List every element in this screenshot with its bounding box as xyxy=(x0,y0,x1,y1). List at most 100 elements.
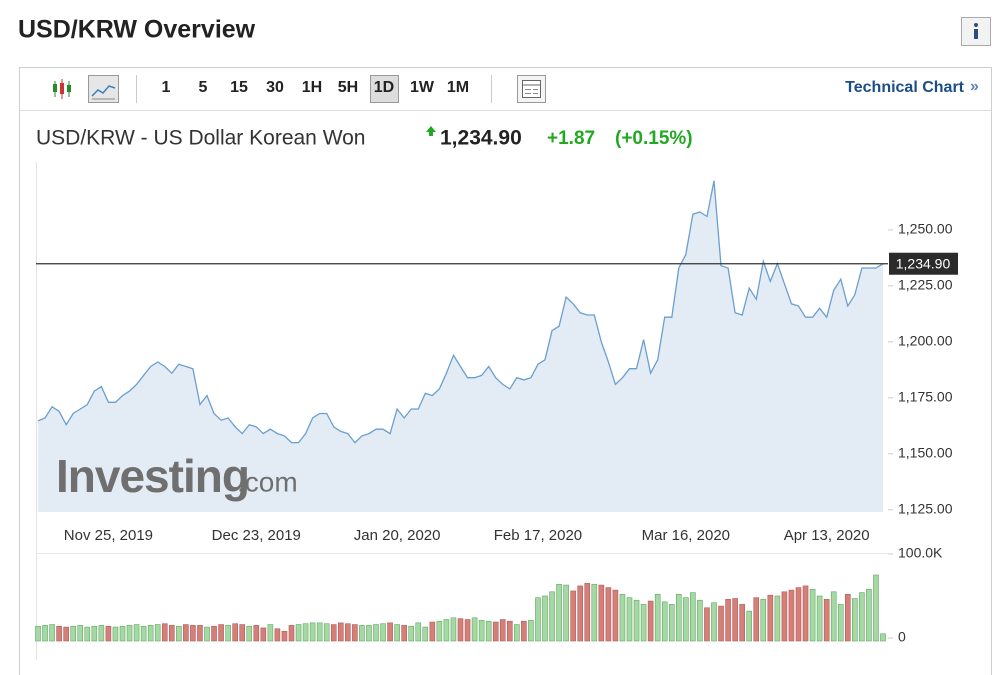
volume-bar xyxy=(598,584,605,642)
link-arrow[interactable]: » xyxy=(970,78,979,95)
volume-bar xyxy=(288,625,295,642)
volume-bar xyxy=(140,625,147,642)
volume-bar xyxy=(422,626,429,642)
interval-button[interactable]: 1M xyxy=(447,79,469,96)
volume-bar xyxy=(401,625,407,642)
volume-bar xyxy=(830,591,837,642)
y-tick-label: 100.0K xyxy=(898,545,943,561)
volume-bar xyxy=(176,625,182,642)
last-price-label: 1,234.90 xyxy=(896,255,951,271)
volume-bar xyxy=(816,595,823,642)
volume-bar xyxy=(394,624,400,642)
y-tick-label: 1,200.00 xyxy=(898,333,953,349)
volume-bar xyxy=(239,624,246,642)
interval-button[interactable]: 5 xyxy=(199,79,208,96)
candle-icon[interactable] xyxy=(53,79,71,99)
line-icon[interactable] xyxy=(88,75,119,103)
volume-bar xyxy=(549,591,555,642)
interval-button[interactable]: 30 xyxy=(266,79,284,96)
last-price: 1,234.90 xyxy=(440,127,522,150)
up-arrow xyxy=(426,126,436,136)
volume-bar xyxy=(485,620,492,642)
volume-bar xyxy=(767,594,774,642)
volume-bar xyxy=(577,585,584,642)
page-title: USD/KRW Overview xyxy=(18,16,256,44)
volume-bar xyxy=(753,597,760,642)
volume-bar xyxy=(436,620,443,642)
volume-bar xyxy=(859,592,865,642)
volume-bar xyxy=(739,604,745,642)
interval-button[interactable]: 1W xyxy=(410,79,435,96)
volume-bar xyxy=(661,601,668,642)
volume-bar xyxy=(281,630,288,642)
volume-bar xyxy=(98,625,105,642)
volume-bar xyxy=(528,620,534,642)
volume-bar xyxy=(56,625,62,642)
volume-bar xyxy=(732,598,738,642)
volume-bar xyxy=(91,625,98,642)
x-tick-label: Mar 16, 2020 xyxy=(642,527,730,544)
x-tick-label: Apr 13, 2020 xyxy=(784,527,870,544)
volume-bar xyxy=(683,597,689,642)
price-change: +1.87 xyxy=(547,128,595,149)
volume-bar xyxy=(126,625,133,642)
table-icon[interactable] xyxy=(517,75,546,103)
volume-bar xyxy=(443,619,450,642)
interval-button[interactable]: 1H xyxy=(302,79,322,96)
interval-button[interactable]: 1D xyxy=(374,79,394,96)
volume-bar xyxy=(640,604,647,642)
volume-bar xyxy=(190,625,196,642)
x-tick-label: Jan 20, 2020 xyxy=(354,527,441,544)
x-tick-label: Dec 23, 2019 xyxy=(212,527,301,544)
volume-bar xyxy=(408,625,415,642)
volume-bar xyxy=(760,599,767,642)
volume-bar xyxy=(654,594,661,642)
percent-change: (+0.15%) xyxy=(615,128,693,149)
volume-bar xyxy=(788,589,795,642)
volume-bar xyxy=(197,625,203,642)
volume-bar xyxy=(823,599,830,642)
technical-chart-link[interactable]: Technical Chart xyxy=(845,79,965,96)
volume-bar xyxy=(359,625,365,642)
info-button[interactable] xyxy=(961,17,991,46)
volume-bar xyxy=(366,625,372,642)
volume-bar xyxy=(168,625,175,642)
volume-bar xyxy=(837,604,844,642)
volume-bar xyxy=(316,622,323,642)
volume-bar xyxy=(387,622,393,642)
y-tick-label: 0 xyxy=(898,629,906,645)
volume-bar xyxy=(295,624,302,642)
volume-bar xyxy=(253,625,260,642)
volume-bar xyxy=(478,620,485,642)
volume-bar xyxy=(668,604,675,642)
volume-bar xyxy=(415,622,422,642)
volume-bar xyxy=(274,628,281,642)
volume-bar xyxy=(711,602,717,642)
volume-bar xyxy=(795,587,802,642)
volume-bar xyxy=(161,623,168,642)
volume-bar xyxy=(49,624,55,642)
volume-bar xyxy=(521,620,527,642)
volume-bar xyxy=(183,624,189,642)
volume-bar xyxy=(380,623,386,642)
y-tick-label: 1,250.00 xyxy=(898,221,953,237)
volume-bar xyxy=(450,617,457,642)
plot xyxy=(35,180,893,642)
interval-button[interactable]: 15 xyxy=(230,79,248,96)
volume-bar xyxy=(880,633,886,642)
volume-bar xyxy=(626,597,633,642)
volume-bar xyxy=(70,625,77,642)
volume-bar xyxy=(591,583,598,642)
selected-interval xyxy=(370,75,399,103)
interval-button[interactable]: 5H xyxy=(338,79,358,96)
x-tick-label: Nov 25, 2019 xyxy=(64,527,153,544)
volume-bar xyxy=(633,599,640,642)
interval-button[interactable]: 1 xyxy=(162,79,171,96)
volume-bar xyxy=(373,624,379,642)
y-tick-label: 1,125.00 xyxy=(898,500,953,516)
volume-bar xyxy=(211,625,217,642)
volume-bar xyxy=(535,597,541,642)
volume-bar xyxy=(718,605,724,642)
volume-bar xyxy=(330,624,337,642)
